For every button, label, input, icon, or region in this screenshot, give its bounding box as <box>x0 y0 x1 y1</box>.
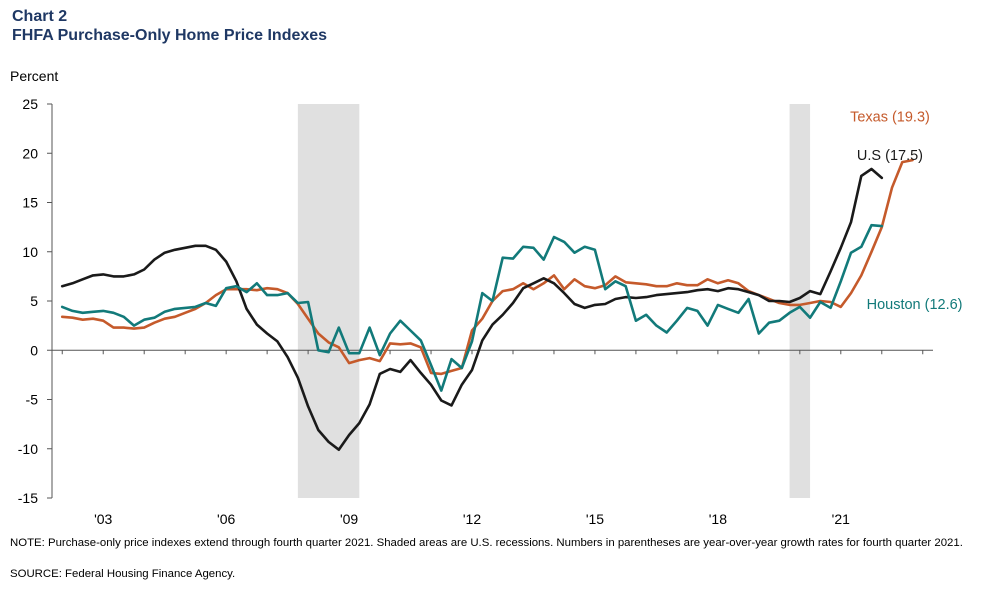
y-tick-label: 15 <box>22 195 38 211</box>
y-axis-unit-label: Percent <box>10 68 59 84</box>
axis-layer: 25 20 15 10 5 0 -5 -10 -15 '03 '06 '09 '12 '15 '18 '21 <box>18 96 933 527</box>
x-tick-label: '21 <box>832 511 850 527</box>
x-tick-label: '06 <box>217 511 235 527</box>
series-label-us: U.S (17.5) <box>857 148 923 164</box>
x-tick-label: '12 <box>463 511 481 527</box>
y-tick-label: 20 <box>22 145 38 161</box>
series-layer <box>60 158 914 452</box>
footnote: NOTE: Purchase-only price indexes extend… <box>10 537 963 549</box>
x-tick-label: '03 <box>94 511 112 527</box>
y-tick-label: 25 <box>22 96 38 112</box>
y-tick-label: -5 <box>26 392 39 408</box>
x-tick-label: '18 <box>709 511 727 527</box>
series-label-layer: Texas (19.3) U.S (17.5) Houston (12.6) <box>850 110 962 313</box>
y-tick-label: 0 <box>30 342 38 358</box>
chart-title: FHFA Purchase-Only Home Price Indexes <box>12 27 328 44</box>
series-line-us <box>60 167 884 452</box>
recession-shading-layer <box>297 104 811 498</box>
y-tick-label: 5 <box>30 293 38 309</box>
y-tick-label: 10 <box>22 244 38 260</box>
series-line-texas <box>60 158 914 376</box>
series-line-houston <box>60 223 884 392</box>
series-label-houston: Houston (12.6) <box>867 297 963 313</box>
x-tick-label: '09 <box>340 511 358 527</box>
x-tick-label: '15 <box>586 511 604 527</box>
series-label-texas: Texas (19.3) <box>850 110 930 126</box>
y-tick-label: -10 <box>18 441 38 457</box>
source-note: SOURCE: Federal Housing Finance Agency. <box>10 568 236 580</box>
y-tick-label: -15 <box>18 490 38 506</box>
line-chart: 2520151050-5-10-15'03'06'09'12'15'18'21 … <box>18 96 963 527</box>
recession-band-2 <box>789 104 811 498</box>
chart-label: Chart 2 <box>12 8 68 25</box>
